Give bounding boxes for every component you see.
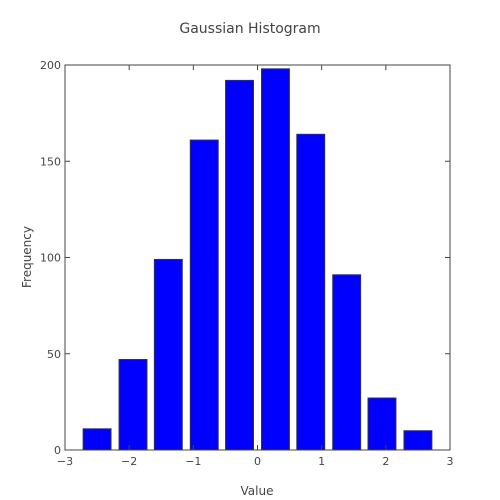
- x-tick-label: 0: [254, 455, 261, 468]
- histogram-bar: [118, 359, 148, 451]
- bars-group: [82, 68, 433, 451]
- x-tick-label: −2: [121, 455, 137, 468]
- x-tick-label: −1: [185, 455, 201, 468]
- histogram-bar: [403, 430, 433, 451]
- histogram-bar: [261, 68, 290, 451]
- x-axis: −3 −2 −1 0 1 2 3: [57, 65, 454, 468]
- histogram-bar: [189, 139, 219, 451]
- histogram-bar: [82, 428, 112, 451]
- y-tick-label: 0: [54, 444, 61, 457]
- histogram-bar: [225, 79, 254, 451]
- x-tick-label: −3: [57, 455, 73, 468]
- x-tick-label: 3: [447, 455, 454, 468]
- histogram-bar: [332, 274, 362, 451]
- histogram-bar: [296, 133, 326, 451]
- histogram-bar: [367, 397, 397, 451]
- x-axis-label: Value: [241, 484, 274, 498]
- chart-title: Gaussian Histogram: [179, 21, 320, 37]
- y-tick-label: 150: [40, 155, 61, 168]
- histogram-bar: [153, 258, 183, 451]
- y-tick-label: 100: [40, 252, 61, 265]
- y-axis: 0 50 100 150 200: [40, 59, 450, 457]
- y-tick-label: 50: [47, 348, 61, 361]
- x-tick-label: 2: [382, 455, 389, 468]
- y-axis-label: Frequency: [20, 226, 34, 288]
- y-tick-label: 200: [40, 59, 61, 72]
- x-tick-label: 1: [318, 455, 325, 468]
